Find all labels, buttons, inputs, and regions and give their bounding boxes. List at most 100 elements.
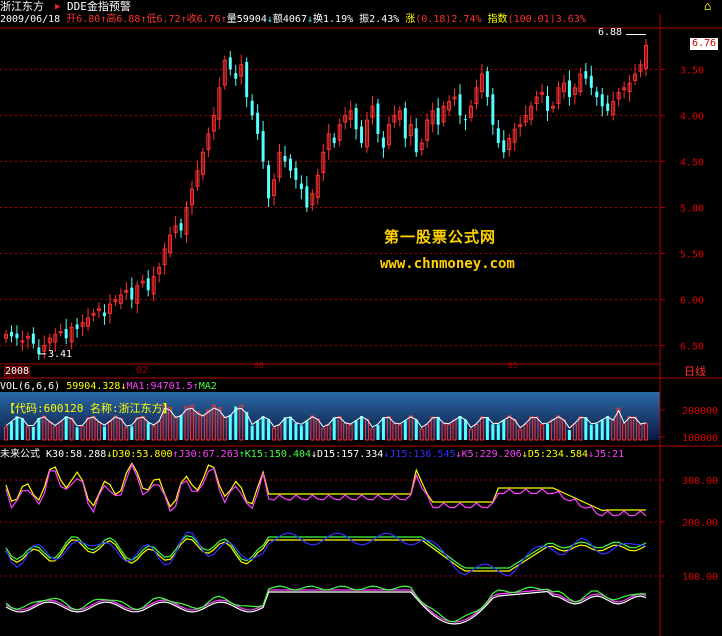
turnover-label: 换 (313, 14, 324, 25)
price-tick-label: 5.00 (680, 204, 704, 215)
open-value: 6.80 (76, 14, 101, 25)
volume-title[interactable]: VOL(6,6,6) (0, 381, 61, 392)
volume-bar (305, 420, 309, 440)
volume-current: 59904.328 (66, 381, 121, 392)
volume-bar (436, 416, 440, 440)
volume-ma2: MA2 (198, 381, 217, 392)
candle-body (540, 91, 545, 95)
volume-bar (168, 407, 173, 441)
d5-value: D5:234.584 (527, 449, 589, 460)
price-tick-label: 4.50 (680, 157, 704, 168)
volume-bar (326, 424, 331, 441)
period-label[interactable]: 日线 (684, 365, 706, 378)
candle-body (518, 124, 523, 127)
low-marker-label: 3.41 (48, 349, 73, 360)
volume-bar (310, 415, 315, 441)
volume-tick-label: 100000 (682, 433, 718, 444)
amplitude-label: 振 (359, 14, 370, 25)
candle-body (37, 347, 41, 354)
change-label: 涨 (405, 14, 416, 25)
volume-bar (288, 416, 292, 440)
volume-bar (616, 407, 621, 441)
candle-body (332, 137, 336, 144)
stock-name[interactable]: 浙江东方 (0, 0, 44, 13)
candle-body (140, 280, 145, 284)
candle-body (86, 317, 91, 327)
candle-body (474, 87, 479, 104)
volume-bar (234, 406, 238, 440)
indicator-name[interactable]: DDE金指预警 (67, 0, 131, 13)
month-label: 02 (136, 365, 149, 376)
candle-body (118, 294, 123, 304)
candle-body (250, 100, 254, 116)
indicator-header: 未来公式 K30:58.288↓D30:53.800↑J30:67.263↑K1… (0, 449, 624, 461)
candle-body (256, 112, 260, 134)
volume-bar (200, 414, 205, 441)
d15-value: D15:157.334 (317, 449, 384, 460)
amplitude-value: 2.43% (369, 14, 400, 25)
volume-bar (458, 416, 462, 440)
volume-bar (37, 418, 41, 440)
price-tick-label: 3.50 (680, 65, 704, 76)
up-arrow-icon: ↑ (180, 14, 187, 25)
volume-bar (534, 416, 539, 441)
volume-bar (267, 419, 271, 440)
candle-body (47, 337, 52, 344)
volume-bar (567, 430, 571, 440)
candle-body (157, 266, 162, 275)
candle-body (80, 322, 85, 327)
kdj5-j-line (5, 585, 647, 623)
kdj15-k-line (5, 535, 647, 569)
candle-body (9, 331, 13, 337)
candle-body (529, 105, 534, 120)
candle-body (622, 87, 627, 91)
candle-body (234, 73, 238, 79)
volume-bar (376, 425, 380, 440)
candle-body (512, 128, 517, 143)
candle-body (113, 299, 118, 302)
volume-bar (572, 423, 577, 441)
volume-bar (124, 427, 129, 441)
volume-bar (299, 425, 303, 440)
title-bar: 浙江东方 ▶ DDE金指预警 ⌂ (0, 0, 722, 14)
k15-value: K15:150.404 (244, 449, 312, 460)
year-label: 2008 (4, 366, 31, 378)
candle-body (376, 103, 380, 134)
volume-bar (75, 427, 79, 440)
indicator-title[interactable]: 未来公式 (0, 449, 40, 460)
volume-bar (64, 416, 68, 440)
low-label: 低 (146, 14, 157, 25)
volume-bar (447, 424, 452, 441)
turnover-value: 1.19% (323, 14, 354, 25)
volume-bar (485, 416, 489, 440)
candle-body (173, 225, 178, 233)
candle-body (20, 340, 25, 343)
triangle-right-icon: ▶ (55, 2, 61, 12)
volume-bar (261, 416, 265, 440)
candle-body (644, 44, 648, 70)
candle-body (370, 105, 375, 118)
candle-body (386, 124, 391, 146)
candle-body (211, 114, 216, 132)
volume-bar (321, 428, 326, 441)
candle-body (102, 312, 106, 317)
indicator-tick-label: 300.00 (682, 476, 718, 487)
candle-body (321, 151, 326, 174)
high-label: 高 (106, 14, 117, 25)
candle-body (135, 285, 140, 304)
candle-body (288, 158, 292, 171)
volume-bar (31, 426, 35, 440)
candle-body (502, 140, 506, 153)
volume-bar (491, 424, 495, 440)
candle-body (397, 110, 402, 120)
candle-body (4, 334, 8, 339)
candle-body (468, 105, 473, 118)
price-tick-label: 6.50 (680, 342, 704, 353)
volume-bar (425, 424, 430, 441)
lock-icon[interactable]: ⌂ (704, 0, 712, 13)
volume-bar (441, 423, 446, 441)
volume-bar (354, 420, 358, 440)
price-tick-label: 5.50 (680, 250, 704, 261)
kdj5-d-line (5, 590, 647, 625)
